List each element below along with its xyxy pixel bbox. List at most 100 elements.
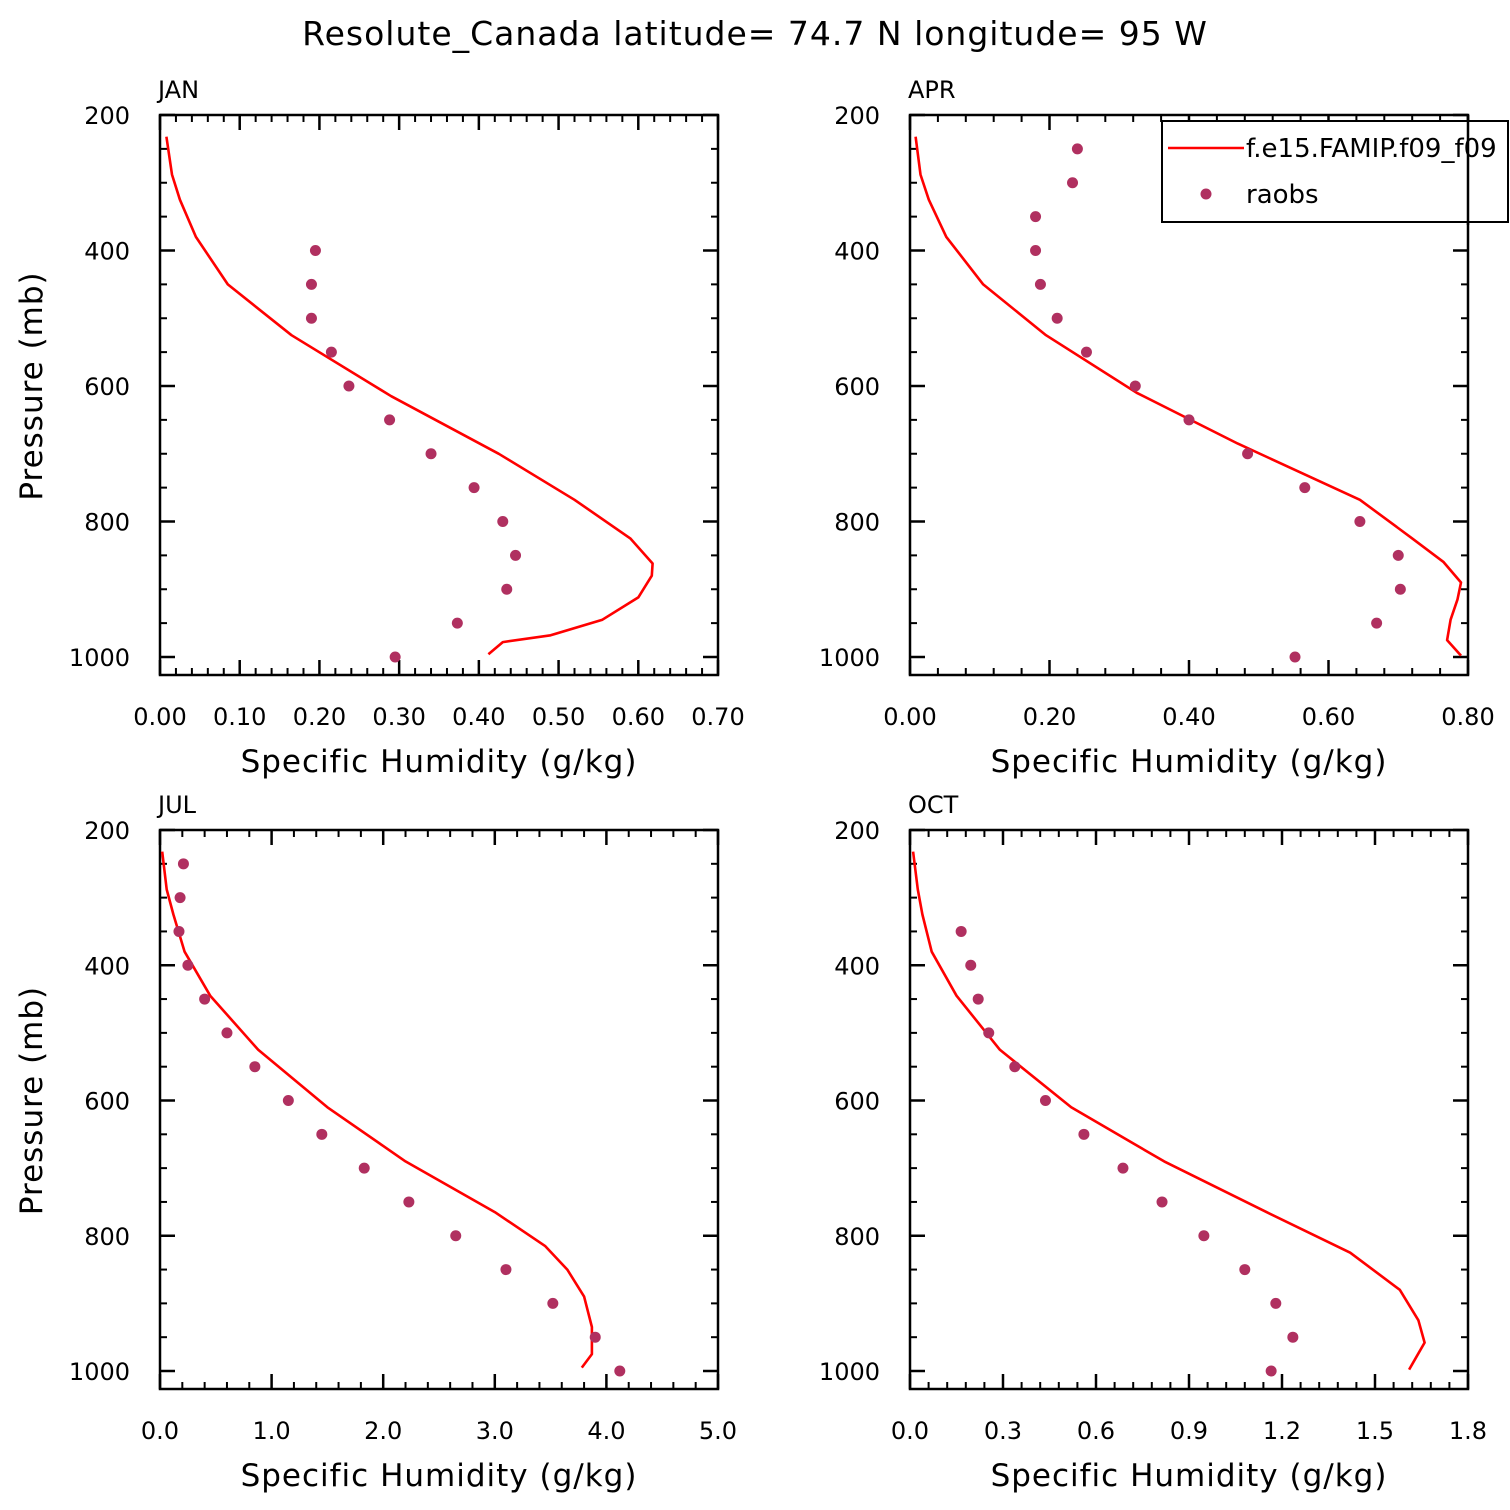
raobs-point (1242, 448, 1254, 460)
raobs-point (965, 959, 977, 971)
raobs-point (221, 1027, 233, 1039)
y-tick-label: 600 (84, 1088, 130, 1116)
x-tick-label: 0.10 (213, 703, 266, 731)
y-tick-label: 600 (834, 373, 880, 401)
x-tick-label: 0.3 (984, 1417, 1022, 1445)
raobs-point (358, 1162, 370, 1174)
raobs-point (174, 892, 186, 904)
panel-title: JUL (156, 791, 197, 819)
x-axis-label: Specific Humidity (g/kg) (991, 1458, 1388, 1494)
raobs-point (1239, 1264, 1251, 1276)
raobs-point (182, 959, 194, 971)
model-profile-line (160, 851, 594, 1369)
raobs-point (1078, 1128, 1090, 1140)
y-tick-label: 600 (834, 1088, 880, 1116)
raobs-point (955, 925, 967, 937)
y-tick-label: 1000 (819, 1358, 880, 1386)
panel-title: JAN (156, 76, 199, 104)
raobs-point (1117, 1162, 1129, 1174)
raobs-point (614, 1365, 626, 1377)
raobs-point (305, 278, 317, 290)
y-tick-label: 800 (84, 1223, 130, 1251)
panel-apr: 0.00 0.20 0.40 0.60 0.80 200 400 600 800 1000 APR S… (819, 76, 1509, 780)
raobs-point (468, 482, 480, 494)
raobs-point (547, 1297, 559, 1309)
raobs-point (1034, 278, 1046, 290)
raobs-point (1299, 482, 1311, 494)
y-tick-label: 200 (84, 817, 130, 845)
raobs-point (309, 245, 321, 256)
x-tick-label: 0.20 (293, 703, 346, 731)
raobs-point (1051, 312, 1063, 324)
x-tick-label: 0.80 (1441, 703, 1494, 731)
raobs-point (1067, 177, 1079, 189)
x-tick-label: 1.8 (1449, 1417, 1487, 1445)
x-tick-label: 0.60 (612, 703, 665, 731)
model-profile-line (914, 136, 1463, 657)
x-tick-label: 3.0 (476, 1417, 514, 1445)
raobs-point (325, 346, 337, 358)
raobs-point (497, 516, 509, 527)
raobs-point (972, 993, 984, 1005)
panel-title: APR (908, 76, 956, 104)
raobs-point (1371, 617, 1383, 629)
raobs-point (1039, 1095, 1051, 1106)
model-profile-line (911, 851, 1426, 1371)
x-tick-label: 0.0 (891, 1417, 929, 1445)
raobs-point (1270, 1297, 1282, 1309)
y-tick-label: 600 (84, 373, 130, 401)
panel-title: OCT (908, 791, 959, 819)
x-tick-label: 0.20 (1023, 703, 1076, 731)
x-tick-label: 0.6 (1077, 1417, 1115, 1445)
x-tick-label: 2.0 (364, 1417, 402, 1445)
panels: 0.00 0.10 0.20 0.30 0.40 0.50 0.60 0.70 200 400 60… (14, 76, 1509, 1494)
raobs-point (1198, 1230, 1210, 1242)
raobs-point (450, 1230, 462, 1242)
raobs-point (1394, 583, 1406, 595)
plot-frame (158, 113, 720, 677)
raobs-point (501, 583, 513, 595)
raobs-point (1183, 414, 1195, 426)
x-tick-label: 0.50 (532, 703, 585, 731)
x-tick-label: 0.00 (133, 703, 186, 731)
raobs-point (1354, 516, 1366, 527)
raobs-point (1156, 1196, 1168, 1208)
x-tick-label: 0.70 (691, 703, 744, 731)
panel-oct: 0.0 0.3 0.6 0.9 1.2 1.5 1.8 200 400 600 800 1000 OCT… (819, 791, 1487, 1494)
y-tick-label: 800 (834, 509, 880, 537)
raobs-point (1287, 1331, 1299, 1343)
model-profile-line (165, 136, 654, 656)
x-tick-label: 0.9 (1170, 1417, 1208, 1445)
figure-title: Resolute_Canada latitude= 74.7 N longitu… (302, 14, 1208, 53)
raobs-point (1030, 211, 1042, 223)
x-tick-label: 1.5 (1356, 1417, 1394, 1445)
raobs-point (1129, 380, 1141, 392)
x-tick-label: 0.40 (1162, 703, 1215, 731)
raobs-point (316, 1128, 328, 1140)
x-axis-label: Specific Humidity (g/kg) (991, 744, 1388, 780)
raobs-point (305, 312, 317, 324)
x-tick-label: 5.0 (699, 1417, 737, 1445)
x-tick-label: 0.0 (141, 1417, 179, 1445)
raobs-point (1080, 346, 1092, 358)
raobs-point (389, 651, 401, 663)
raobs-point (510, 549, 522, 561)
y-tick-label: 1000 (819, 644, 880, 672)
y-tick-label: 400 (84, 238, 130, 266)
raobs-point (589, 1331, 601, 1343)
raobs-point (282, 1095, 294, 1106)
y-tick-label: 800 (834, 1223, 880, 1251)
x-tick-label: 4.0 (587, 1417, 625, 1445)
legend-obs-label: raobs (1246, 180, 1319, 210)
x-tick-label: 0.30 (372, 703, 425, 731)
raobs-point (173, 925, 185, 937)
raobs-point (1392, 549, 1404, 561)
y-tick-label: 200 (84, 102, 130, 130)
y-axis-label: Pressure (mb) (14, 271, 50, 500)
raobs-point (500, 1264, 512, 1276)
raobs-point (1071, 143, 1083, 155)
x-tick-label: 0.00 (883, 703, 936, 731)
x-tick-label: 1.0 (253, 1417, 291, 1445)
y-tick-label: 400 (834, 238, 880, 266)
